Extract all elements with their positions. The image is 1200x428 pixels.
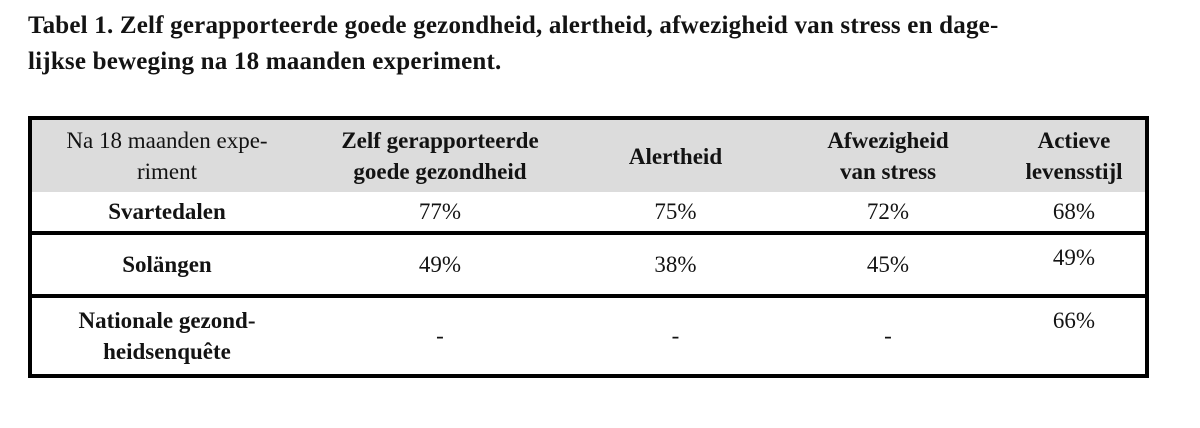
cell-svartedalen-alertheid: 75% bbox=[654, 199, 697, 224]
cell-nationale-alertheid: - bbox=[671, 323, 680, 348]
cell-nationale-stress: - bbox=[884, 323, 892, 348]
row-label-svartedalen: Svartedalen bbox=[108, 199, 226, 224]
cell-nationale-levensstijl: 66% bbox=[1052, 308, 1096, 333]
results-table: Na 18 maanden expe- riment Zelf gerappor… bbox=[28, 116, 1149, 378]
row-label-solangen: Solängen bbox=[122, 252, 212, 277]
cell-solangen-gezondheid: 49% bbox=[418, 252, 462, 277]
column-header-zelf-gerapporteerde-goede-gezondheid: Zelf gerapporteerde goede gezondheid bbox=[302, 118, 578, 192]
column-header-na-18-maanden-experiment: Na 18 maanden expe- riment bbox=[30, 118, 302, 192]
column-header-alertheid: Alertheid bbox=[578, 118, 773, 192]
row-label-nationale-gezondheidsenquete: Nationale gezond- heidsenquête bbox=[78, 308, 256, 364]
cell-solangen-alertheid: 38% bbox=[654, 252, 697, 277]
table-row-solangen: Solängen 49% 38% 45% 49% bbox=[30, 233, 1147, 296]
header-row: Na 18 maanden expe- riment Zelf gerappor… bbox=[30, 118, 1147, 192]
cell-svartedalen-levensstijl: 68% bbox=[1052, 199, 1096, 224]
cell-svartedalen-stress: 72% bbox=[866, 199, 910, 224]
table-row-svartedalen: Svartedalen 77% 75% 72% 68% bbox=[30, 192, 1147, 233]
cell-solangen-levensstijl: 49% bbox=[1052, 245, 1096, 270]
table-caption: Tabel 1. Zelf gerapporteerde goede gezon… bbox=[28, 12, 999, 75]
column-header-actieve-levensstijl: Actieve levensstijl bbox=[1003, 118, 1147, 192]
cell-solangen-stress: 45% bbox=[866, 252, 910, 277]
column-header-afwezigheid-van-stress: Afwezigheid van stress bbox=[773, 118, 1003, 192]
table-row-nationale-gezondheidsenquete: Nationale gezond- heidsenquête - - - 66% bbox=[30, 296, 1147, 376]
cell-nationale-gezondheid: - bbox=[436, 323, 444, 348]
cell-svartedalen-gezondheid: 77% bbox=[418, 199, 462, 224]
